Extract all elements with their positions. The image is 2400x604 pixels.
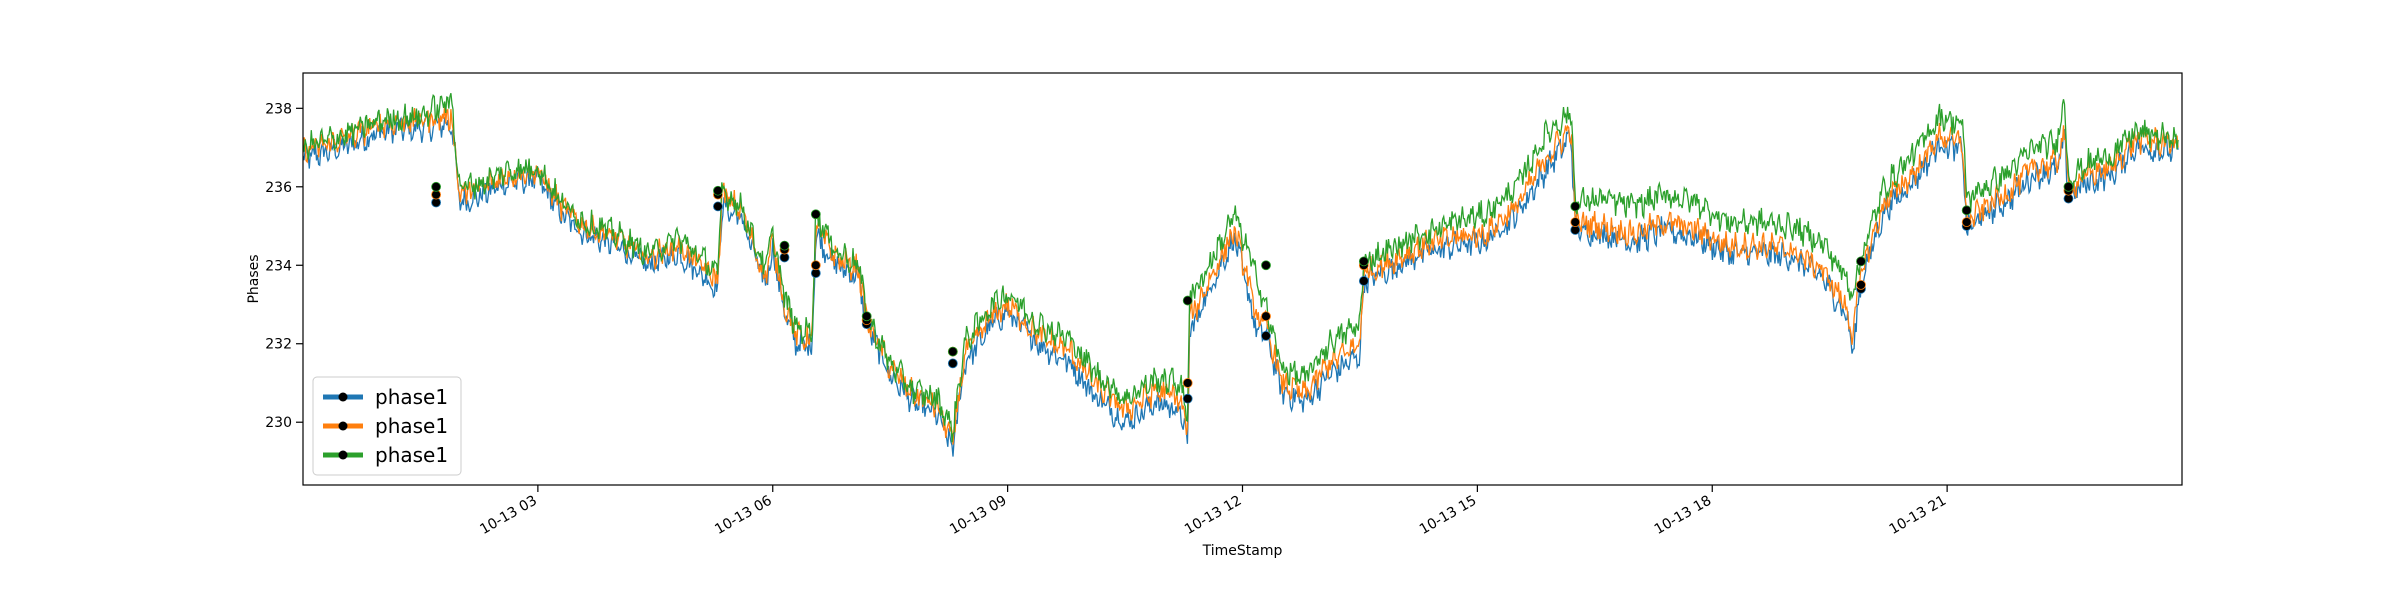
legend-box xyxy=(312,376,462,476)
data-marker xyxy=(1182,393,1193,404)
y-tick-label: 236 xyxy=(265,180,292,196)
y-axis: 230 232 234 236 238 xyxy=(265,101,303,431)
y-tick-label: 238 xyxy=(265,101,292,117)
y-axis-label: Phases xyxy=(246,254,262,303)
data-marker xyxy=(1358,256,1369,267)
legend-label: phase1 xyxy=(375,385,448,409)
data-marker xyxy=(2063,181,2074,192)
data-marker xyxy=(1856,279,1866,290)
plot-area-frame xyxy=(302,72,2183,486)
x-axis-label: TimeStamp xyxy=(1202,543,1283,559)
x-tick-label: 10-13 21 xyxy=(1887,493,1950,538)
series-line-1 xyxy=(303,111,2179,457)
data-marker xyxy=(947,346,958,357)
data-marker xyxy=(1261,311,1271,322)
data-marker xyxy=(713,201,723,212)
x-tick-label: 10-13 09 xyxy=(947,493,1010,538)
data-marker xyxy=(1961,217,1972,228)
x-axis: 10-13 03 10-13 06 10-13 09 10-13 12 10-13 15… xyxy=(477,485,1949,538)
data-marker xyxy=(1261,330,1271,341)
y-tick-label: 232 xyxy=(265,337,292,353)
data-marker xyxy=(861,311,872,322)
x-tick-label: 10-13 03 xyxy=(477,493,540,538)
data-marker xyxy=(1182,295,1193,306)
data-marker xyxy=(713,185,723,196)
data-marker xyxy=(810,260,821,271)
legend-marker xyxy=(338,450,348,460)
legend-label: phase1 xyxy=(375,414,448,438)
data-marker xyxy=(431,181,441,192)
y-tick-label: 230 xyxy=(265,415,292,431)
data-marker xyxy=(1182,378,1193,388)
data-marker xyxy=(1570,201,1581,212)
data-marker xyxy=(1261,260,1271,271)
series-line-3 xyxy=(303,93,2179,443)
data-marker xyxy=(1358,276,1369,286)
data-marker xyxy=(810,209,821,220)
legend-marker xyxy=(338,421,348,431)
series-line-2 xyxy=(303,104,2179,445)
data-marker xyxy=(1961,205,1972,216)
y-tick-label: 234 xyxy=(265,258,292,274)
data-marker xyxy=(1570,217,1581,228)
data-marker xyxy=(1856,256,1866,267)
data-marker xyxy=(779,240,790,251)
x-tick-label: 10-13 15 xyxy=(1417,493,1480,538)
legend-label: phase1 xyxy=(375,443,448,467)
x-tick-label: 10-13 06 xyxy=(712,493,775,538)
legend: phase1 phase1 phase1 xyxy=(312,376,462,476)
legend-marker xyxy=(338,392,348,402)
x-tick-label: 10-13 18 xyxy=(1652,493,1715,538)
data-marker xyxy=(947,358,958,369)
x-tick-label: 10-13 12 xyxy=(1182,493,1245,538)
